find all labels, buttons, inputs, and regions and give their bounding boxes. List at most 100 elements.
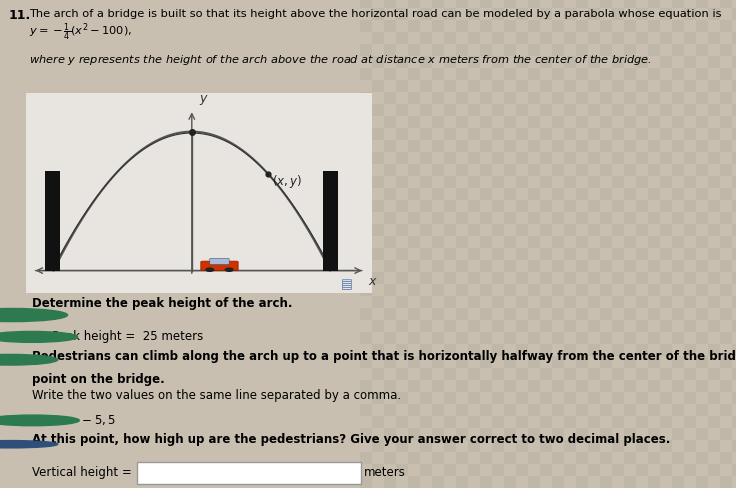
Bar bbox=[660, 368, 672, 380]
Bar bbox=[468, 152, 480, 164]
Bar bbox=[600, 356, 612, 368]
Bar bbox=[480, 332, 492, 344]
Bar bbox=[456, 188, 468, 200]
Bar bbox=[516, 416, 528, 428]
Bar bbox=[588, 32, 600, 44]
Bar bbox=[516, 368, 528, 380]
Bar bbox=[444, 368, 456, 380]
Bar bbox=[636, 320, 648, 332]
Bar bbox=[408, 20, 420, 32]
Bar bbox=[408, 44, 420, 56]
Bar bbox=[612, 344, 624, 356]
Bar bbox=[384, 92, 396, 104]
Text: where $y$ represents the height of the arch above the road at distance $x$ meter: where $y$ represents the height of the a… bbox=[29, 53, 653, 67]
Bar bbox=[528, 476, 540, 488]
Bar bbox=[372, 128, 384, 140]
Bar bbox=[516, 320, 528, 332]
Bar bbox=[372, 320, 384, 332]
Bar bbox=[612, 80, 624, 92]
Bar bbox=[372, 344, 384, 356]
Bar bbox=[696, 356, 708, 368]
Bar bbox=[456, 164, 468, 176]
Bar bbox=[588, 344, 600, 356]
Bar bbox=[612, 416, 624, 428]
Bar bbox=[600, 236, 612, 248]
Bar bbox=[684, 320, 696, 332]
Bar bbox=[696, 212, 708, 224]
Bar bbox=[576, 452, 588, 464]
Bar bbox=[612, 128, 624, 140]
Bar bbox=[528, 140, 540, 152]
Bar bbox=[696, 20, 708, 32]
Bar bbox=[432, 476, 444, 488]
Circle shape bbox=[206, 268, 213, 271]
Bar bbox=[492, 200, 504, 212]
Bar bbox=[648, 476, 660, 488]
Bar bbox=[648, 236, 660, 248]
Bar bbox=[468, 56, 480, 68]
Bar bbox=[456, 92, 468, 104]
Bar bbox=[528, 452, 540, 464]
Bar bbox=[468, 392, 480, 404]
Bar bbox=[576, 332, 588, 344]
Bar bbox=[660, 176, 672, 188]
Bar bbox=[732, 128, 736, 140]
Bar bbox=[492, 392, 504, 404]
Bar bbox=[372, 296, 384, 308]
Bar bbox=[564, 344, 576, 356]
Bar bbox=[396, 200, 408, 212]
Bar bbox=[540, 176, 552, 188]
Bar bbox=[504, 116, 516, 128]
Bar bbox=[588, 104, 600, 116]
Bar bbox=[696, 164, 708, 176]
Bar bbox=[480, 116, 492, 128]
Bar bbox=[576, 140, 588, 152]
Bar bbox=[708, 224, 720, 236]
Bar bbox=[564, 296, 576, 308]
Bar bbox=[516, 104, 528, 116]
Bar bbox=[564, 56, 576, 68]
Bar bbox=[636, 416, 648, 428]
Bar bbox=[600, 116, 612, 128]
Bar bbox=[576, 428, 588, 440]
Bar bbox=[588, 128, 600, 140]
Bar bbox=[672, 20, 684, 32]
Bar bbox=[708, 464, 720, 476]
Bar bbox=[540, 296, 552, 308]
Text: Determine the peak height of the arch.: Determine the peak height of the arch. bbox=[32, 297, 292, 310]
Bar bbox=[684, 272, 696, 284]
Bar bbox=[732, 176, 736, 188]
Bar bbox=[384, 332, 396, 344]
Bar bbox=[456, 68, 468, 80]
Bar bbox=[528, 236, 540, 248]
Bar bbox=[480, 284, 492, 296]
Bar bbox=[516, 152, 528, 164]
Bar bbox=[468, 344, 480, 356]
Bar bbox=[588, 248, 600, 260]
Bar bbox=[732, 440, 736, 452]
Bar bbox=[432, 452, 444, 464]
Bar bbox=[516, 176, 528, 188]
Bar bbox=[636, 80, 648, 92]
Bar bbox=[492, 80, 504, 92]
Bar bbox=[684, 344, 696, 356]
Bar bbox=[492, 368, 504, 380]
Bar bbox=[384, 68, 396, 80]
Bar bbox=[600, 428, 612, 440]
Bar bbox=[552, 164, 564, 176]
Bar bbox=[384, 260, 396, 272]
Bar bbox=[540, 368, 552, 380]
Bar bbox=[540, 32, 552, 44]
Bar bbox=[420, 152, 432, 164]
Bar bbox=[372, 224, 384, 236]
Bar bbox=[696, 332, 708, 344]
Bar bbox=[732, 152, 736, 164]
Bar bbox=[432, 164, 444, 176]
Bar bbox=[408, 452, 420, 464]
Bar bbox=[444, 416, 456, 428]
Bar bbox=[432, 284, 444, 296]
Bar bbox=[552, 92, 564, 104]
Bar bbox=[672, 380, 684, 392]
Bar bbox=[384, 476, 396, 488]
Bar bbox=[612, 224, 624, 236]
